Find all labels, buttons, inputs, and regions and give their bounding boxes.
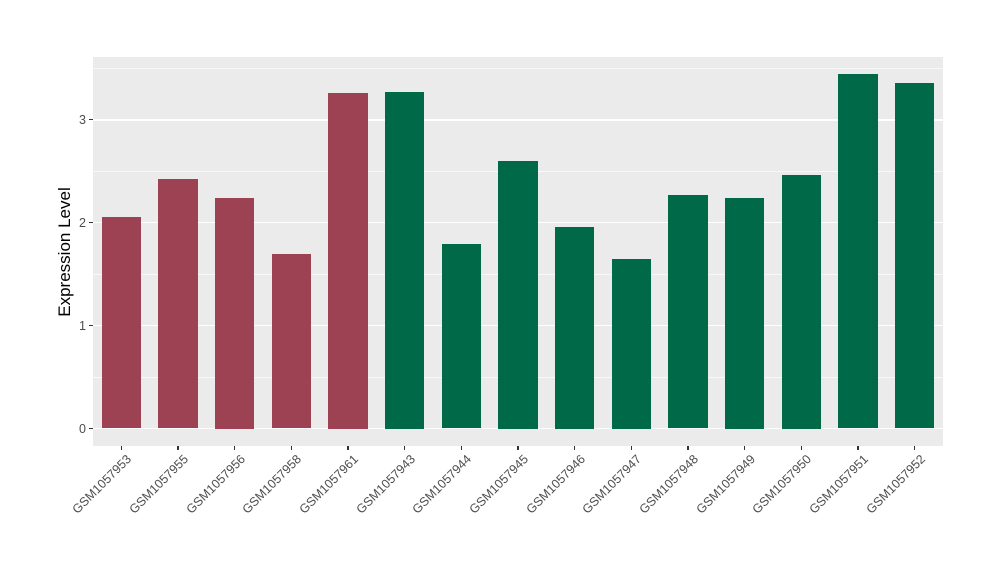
bar-GSM1057943	[384, 91, 425, 429]
x-axis-tick	[744, 446, 746, 450]
x-tick-label-GSM1057961: GSM1057961	[296, 452, 361, 517]
y-tick-label: 1	[79, 318, 86, 333]
bar-GSM1057946	[554, 226, 595, 429]
x-tick-label-GSM1057950: GSM1057950	[749, 452, 815, 517]
x-tick-label-GSM1057949: GSM1057949	[693, 452, 758, 517]
x-axis-tick	[234, 446, 236, 450]
bar-GSM1057955	[158, 179, 198, 429]
x-axis-tick	[574, 446, 576, 450]
x-tick-label-GSM1057945: GSM1057945	[466, 452, 531, 517]
bar-GSM1057951	[838, 74, 878, 429]
x-tick-label-GSM1057958: GSM1057958	[239, 452, 305, 517]
y-axis-tick	[89, 427, 93, 430]
y-tick-label: 0	[79, 421, 86, 436]
x-tick-label-GSM1057951: GSM1057951	[806, 452, 871, 517]
y-major-gridline	[93, 119, 943, 121]
y-axis-tick	[89, 119, 93, 121]
x-tick-label-GSM1057955: GSM1057955	[126, 452, 191, 517]
x-axis-tick	[914, 446, 916, 450]
bar-GSM1057944	[441, 244, 482, 429]
x-tick-label-GSM1057953: GSM1057953	[69, 452, 135, 517]
x-tick-label-GSM1057947: GSM1057947	[579, 452, 645, 517]
y-axis-title: Expression Level	[55, 187, 74, 317]
x-tick-label-GSM1057952: GSM1057952	[863, 452, 928, 517]
bar-GSM1057948	[668, 194, 708, 429]
x-tick-label-GSM1057943: GSM1057943	[353, 452, 418, 517]
y-tick-label: 2	[79, 215, 86, 230]
bar-GSM1057958	[271, 253, 312, 429]
x-axis-tick	[517, 446, 519, 450]
x-axis-tick	[630, 446, 632, 450]
bar-GSM1057947	[611, 258, 652, 429]
bar-GSM1057953	[101, 216, 142, 429]
bar-GSM1057949	[724, 197, 765, 429]
bar-GSM1057961	[328, 93, 368, 429]
y-axis-tick	[89, 222, 93, 224]
x-axis-tick	[857, 446, 859, 450]
x-axis-tick	[687, 446, 689, 450]
y-minor-gridline	[93, 67, 943, 69]
x-axis-tick	[120, 446, 122, 450]
y-axis-tick	[89, 324, 93, 327]
x-axis-tick	[177, 446, 179, 450]
x-axis-tick	[290, 446, 292, 450]
x-axis-tick	[460, 446, 462, 450]
x-axis-tick	[404, 446, 406, 450]
x-tick-label-GSM1057946: GSM1057946	[523, 452, 588, 517]
x-tick-label-GSM1057948: GSM1057948	[636, 452, 701, 517]
x-axis-tick	[347, 446, 349, 450]
x-tick-label-GSM1057944: GSM1057944	[409, 452, 475, 517]
y-major-gridline	[93, 427, 943, 430]
y-tick-label: 3	[79, 112, 86, 127]
bar-GSM1057952	[894, 82, 935, 429]
x-axis-tick	[800, 446, 802, 450]
x-tick-label-GSM1057956: GSM1057956	[183, 452, 248, 517]
bar-GSM1057956	[214, 197, 255, 429]
bar-GSM1057945	[498, 160, 538, 429]
bar-GSM1057950	[781, 175, 822, 429]
